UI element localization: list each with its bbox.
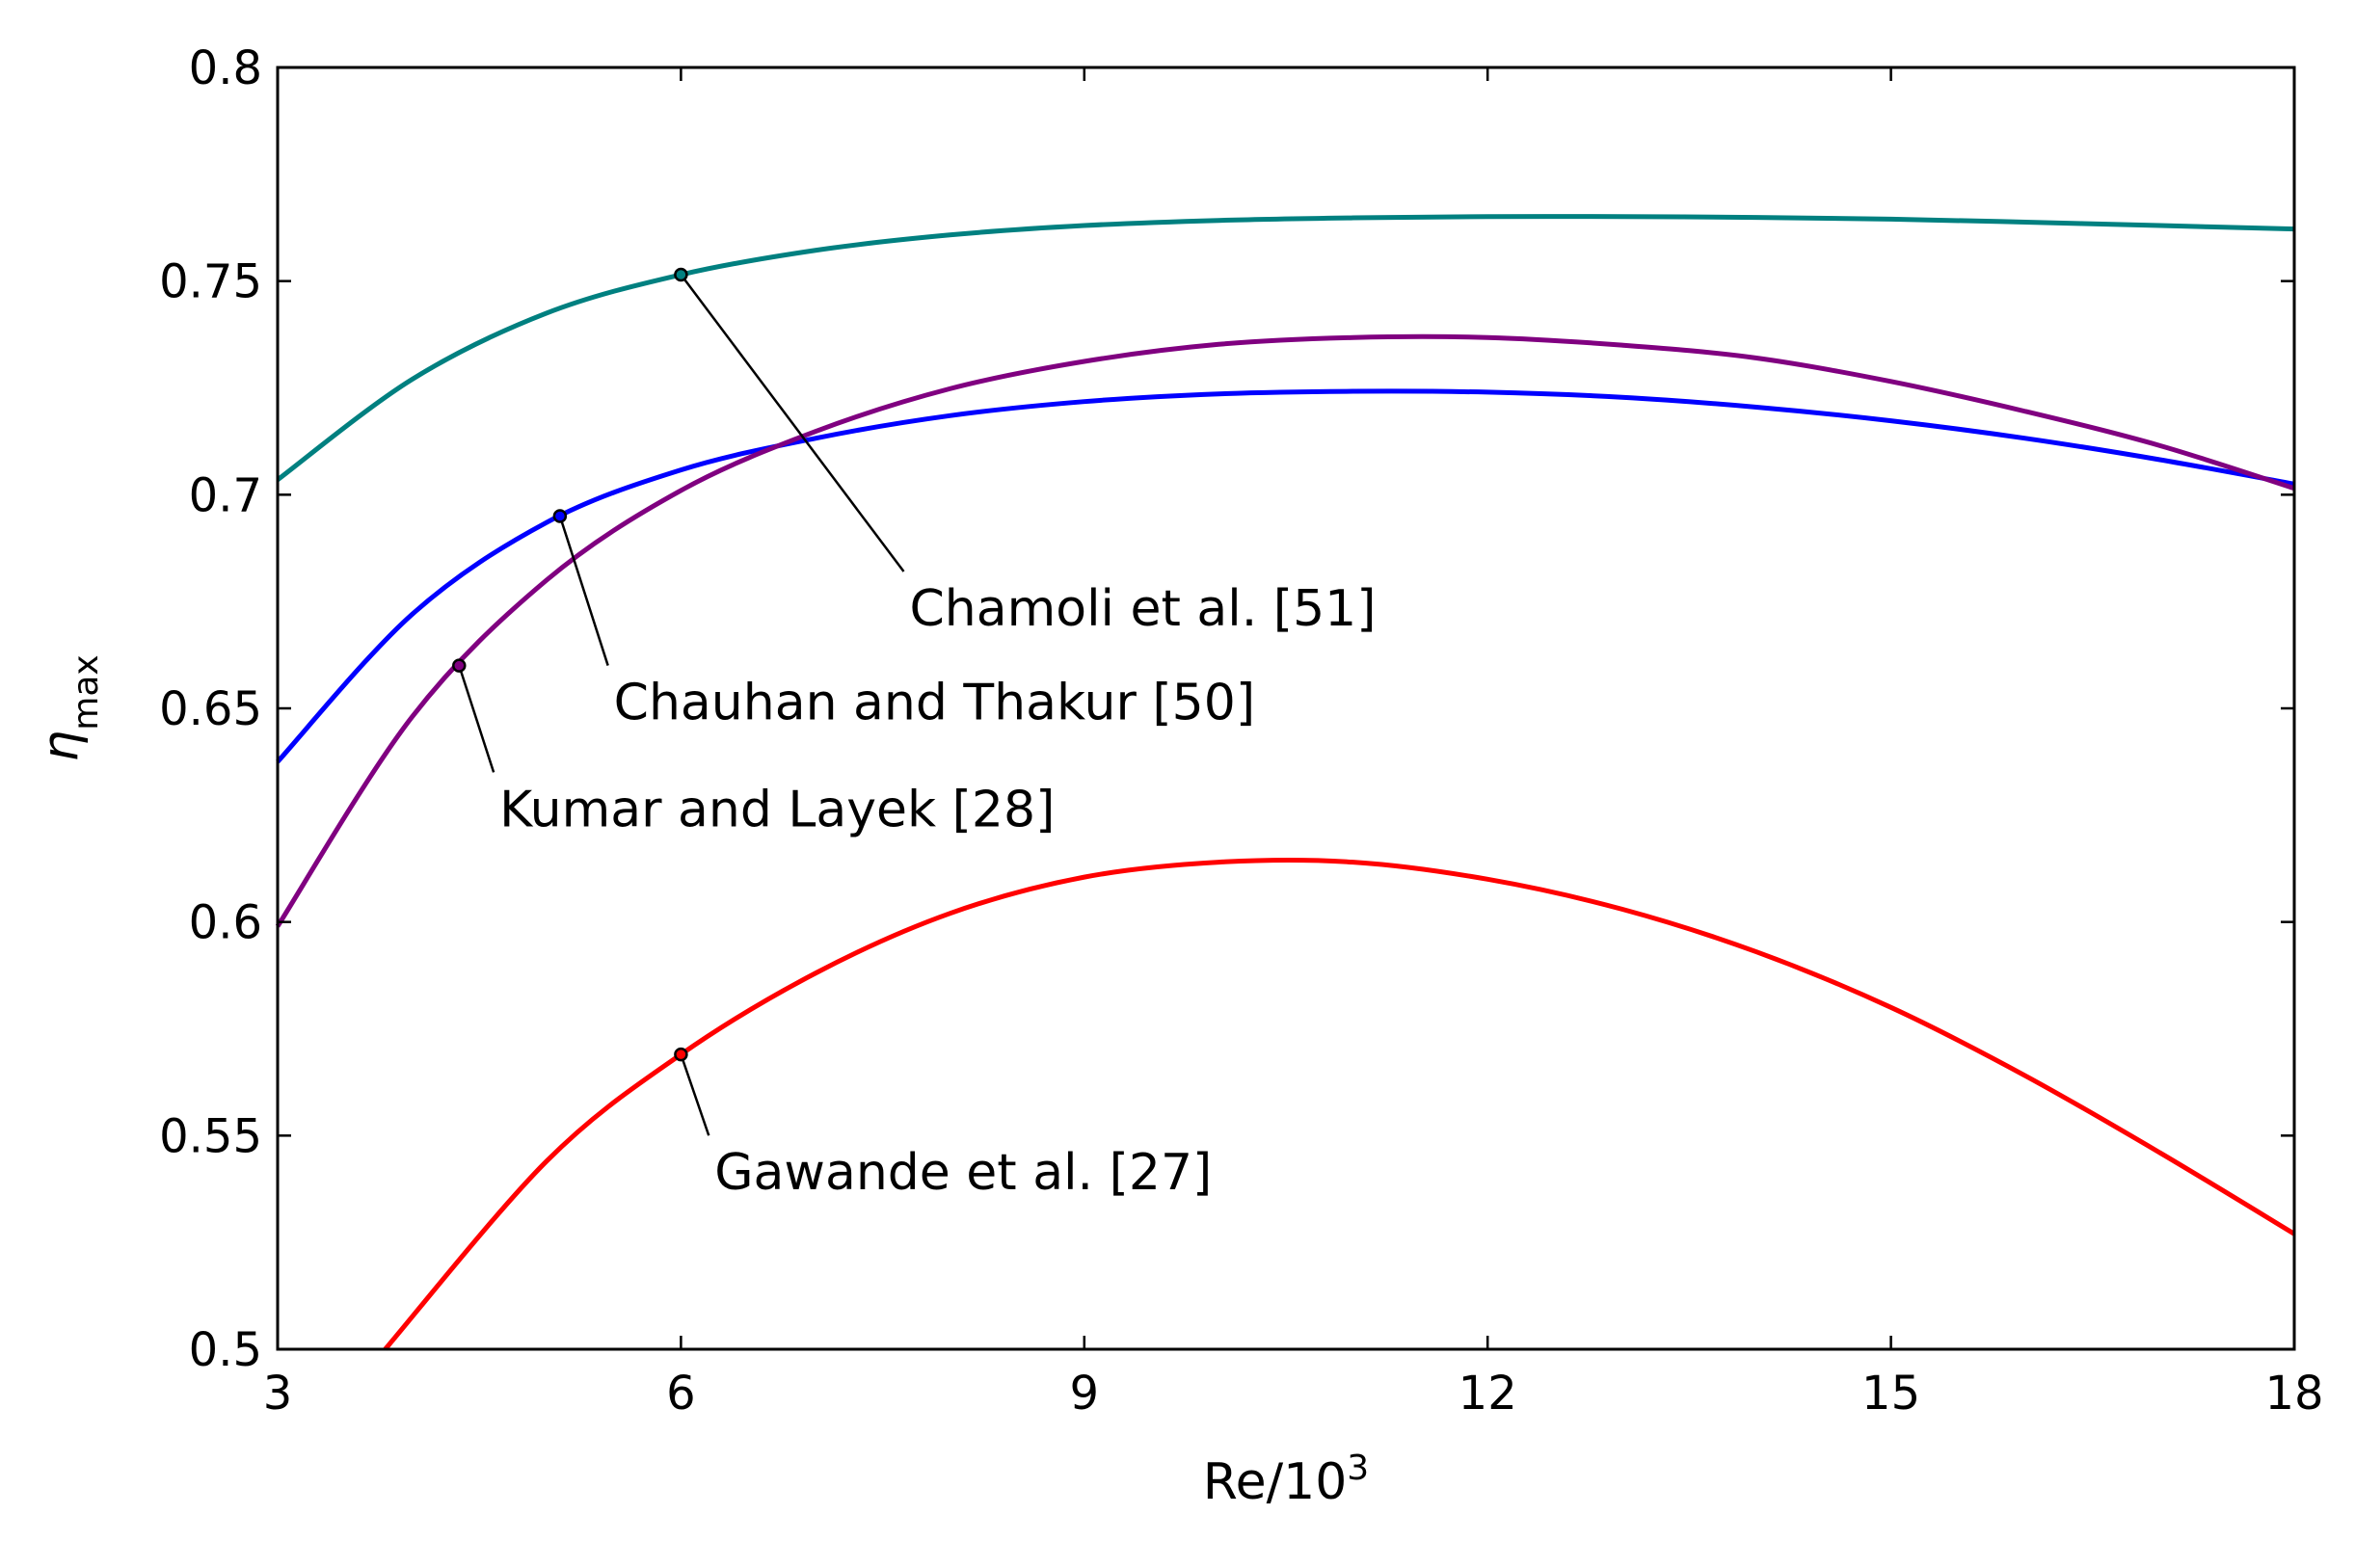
y-tick-label: 0.6 xyxy=(189,896,262,950)
series-marker xyxy=(452,658,467,673)
annotation-leader xyxy=(458,665,495,773)
x-tick-label: 15 xyxy=(1861,1367,1920,1421)
y-tick-label: 0.65 xyxy=(159,682,262,736)
y-tick-label: 0.75 xyxy=(159,255,262,309)
x-axis-title-main: Re/10 xyxy=(1203,1453,1347,1511)
annotation-leaders-layer xyxy=(458,274,905,1136)
series-annotation: Chauhan and Thakur [50] xyxy=(614,675,1255,732)
y-axis-title-sub: max xyxy=(67,654,106,730)
annotation-leader xyxy=(558,516,609,666)
x-tick-label: 6 xyxy=(666,1367,696,1421)
x-tick-label: 12 xyxy=(1458,1367,1517,1421)
markers-layer xyxy=(452,267,688,1062)
series-marker xyxy=(552,509,568,523)
series-annotation: Kumar and Layek [28] xyxy=(499,781,1055,838)
x-axis-title-sup: 3 xyxy=(1347,1448,1369,1488)
y-tick-label: 0.7 xyxy=(189,468,262,522)
plot-frame xyxy=(276,66,2296,1351)
ticks-layer: 3 6 9 12 15 18 0.5 0.55 0.6 0.65 0.7 0.75 0.8 xyxy=(159,41,2323,1421)
series-line xyxy=(383,858,2296,1351)
y-tick-label: 0.8 xyxy=(189,41,262,95)
x-tick-label: 9 xyxy=(1070,1367,1100,1421)
x-tick-label: 18 xyxy=(2264,1367,2323,1421)
series-line xyxy=(276,214,2295,482)
y-axis-title-main: η xyxy=(32,731,90,762)
series-annotation: Chamoli et al. [51] xyxy=(909,580,1376,638)
annotations-layer: Chamoli et al. [51] Chauhan and Thakur [5… xyxy=(499,580,1376,1202)
x-tick-label: 3 xyxy=(263,1367,293,1421)
series-annotation: Gawande et al. [27] xyxy=(714,1144,1212,1202)
y-tick-label: 0.5 xyxy=(189,1323,262,1377)
series-marker xyxy=(674,1047,688,1062)
annotation-leader xyxy=(680,274,905,572)
series-marker xyxy=(674,267,688,282)
x-axis-title: Re/103 xyxy=(1203,1448,1369,1512)
annotation-leader xyxy=(680,1053,710,1136)
y-axis-title: ηmax xyxy=(32,654,106,761)
series-line xyxy=(276,388,2295,764)
series-line xyxy=(275,333,2295,928)
y-tick-label: 0.55 xyxy=(159,1109,262,1163)
